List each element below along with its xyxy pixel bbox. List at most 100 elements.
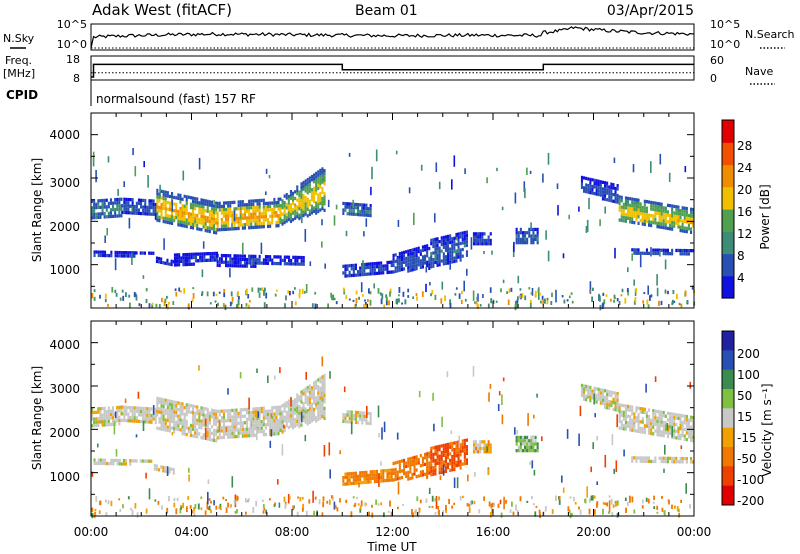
rti-cell — [424, 456, 427, 460]
rti-cell — [453, 243, 456, 247]
rti-cell — [465, 250, 468, 254]
rti-cell — [208, 434, 211, 438]
rti-clutter-cell — [105, 512, 108, 517]
rti-cell — [392, 253, 395, 258]
rti-clutter-cell — [299, 496, 302, 502]
rti-cell — [528, 442, 531, 446]
rti-cell — [650, 459, 653, 464]
rti-noise-cell — [596, 435, 598, 441]
rti-cell — [273, 425, 276, 429]
rti-cell — [177, 216, 180, 220]
rti-cell — [173, 260, 176, 264]
rti-cell — [690, 230, 693, 234]
rti-cell — [359, 471, 362, 475]
rti-noise-cell — [453, 155, 456, 167]
rti-cell — [262, 419, 265, 424]
rti-clutter-cell — [94, 508, 97, 512]
rti-cell — [281, 212, 284, 216]
rti-cell — [453, 457, 456, 462]
rti-cell — [156, 205, 159, 209]
rti-cell — [411, 248, 414, 252]
rti-cell — [152, 251, 155, 255]
rti-cell — [664, 456, 667, 460]
rti-cell — [317, 411, 320, 415]
rti-cell — [179, 405, 182, 409]
rti-clutter-cell — [99, 294, 101, 299]
rti-cell — [487, 238, 490, 243]
rti-cell — [250, 212, 253, 216]
rti-cell — [652, 217, 655, 221]
rti-noise-cell — [608, 500, 611, 513]
rti-cell — [158, 468, 161, 472]
rti-noise-cell — [656, 274, 658, 286]
velocity-colorbar-segment — [722, 466, 734, 487]
rti-clutter-cell — [222, 303, 225, 307]
rti-cell — [317, 206, 320, 210]
rti-clutter-cell — [350, 511, 353, 518]
rti-cell — [645, 459, 648, 463]
rti-cell — [271, 406, 274, 410]
rti-cell — [671, 220, 674, 225]
rti-cell — [144, 208, 147, 213]
rti-cell — [156, 426, 159, 430]
velocity-ytick-3000: 3000 — [49, 382, 80, 396]
rti-clutter-cell — [125, 292, 127, 297]
rti-cell — [252, 199, 255, 203]
rti-cell — [310, 188, 313, 192]
rti-cell — [196, 197, 199, 201]
rti-cell — [227, 264, 230, 268]
rti-clutter-cell — [416, 296, 418, 301]
rti-cell — [202, 221, 205, 226]
rti-clutter-cell — [596, 502, 598, 508]
rti-clutter-cell — [444, 295, 446, 302]
rti-cell — [156, 406, 159, 410]
rti-cell — [398, 469, 401, 474]
rti-clutter-cell — [438, 496, 440, 501]
rti-cell — [289, 414, 292, 418]
rti-cell — [279, 255, 282, 259]
rti-cell — [260, 420, 263, 424]
rti-cell — [348, 416, 351, 421]
rti-cell — [361, 206, 364, 210]
rti-cell — [479, 446, 482, 451]
rti-cell — [641, 459, 644, 463]
rti-cell — [436, 240, 439, 244]
rti-clutter-cell — [541, 295, 544, 300]
rti-cell — [206, 417, 209, 421]
rti-cell — [595, 185, 598, 190]
rti-cell — [235, 207, 238, 211]
rti-cell — [296, 185, 299, 189]
rti-cell — [290, 258, 293, 263]
rti-cell — [363, 477, 366, 481]
rti-cell — [666, 460, 669, 464]
rti-cell — [279, 220, 282, 224]
rti-cell — [428, 468, 431, 472]
rti-clutter-cell — [672, 290, 675, 294]
rti-cell — [175, 212, 178, 216]
rti-cell — [365, 418, 368, 422]
rti-noise-cell — [171, 199, 173, 212]
rti-noise-cell — [418, 390, 421, 398]
rti-noise-cell — [345, 230, 348, 237]
rti-cell — [260, 261, 263, 265]
rti-cell — [601, 187, 604, 191]
rti-cell — [241, 264, 244, 268]
rti-cell — [250, 199, 253, 203]
rti-clutter-cell — [161, 505, 163, 510]
rti-cell — [627, 210, 630, 214]
rti-cell — [489, 446, 492, 451]
rti-clutter-cell — [364, 502, 366, 507]
rti-cell — [317, 170, 320, 174]
rti-cell — [250, 414, 253, 418]
rti-cell — [166, 402, 169, 406]
rti-cell — [447, 238, 450, 242]
rti-cell — [390, 471, 393, 476]
rti-cell — [258, 420, 261, 424]
rti-cell — [289, 190, 292, 194]
rti-cell — [690, 207, 693, 211]
rti-cell — [241, 206, 244, 210]
rti-cell — [350, 481, 353, 486]
rti-cell — [637, 426, 640, 430]
rti-cell — [166, 217, 169, 221]
rti-cell — [436, 260, 439, 264]
